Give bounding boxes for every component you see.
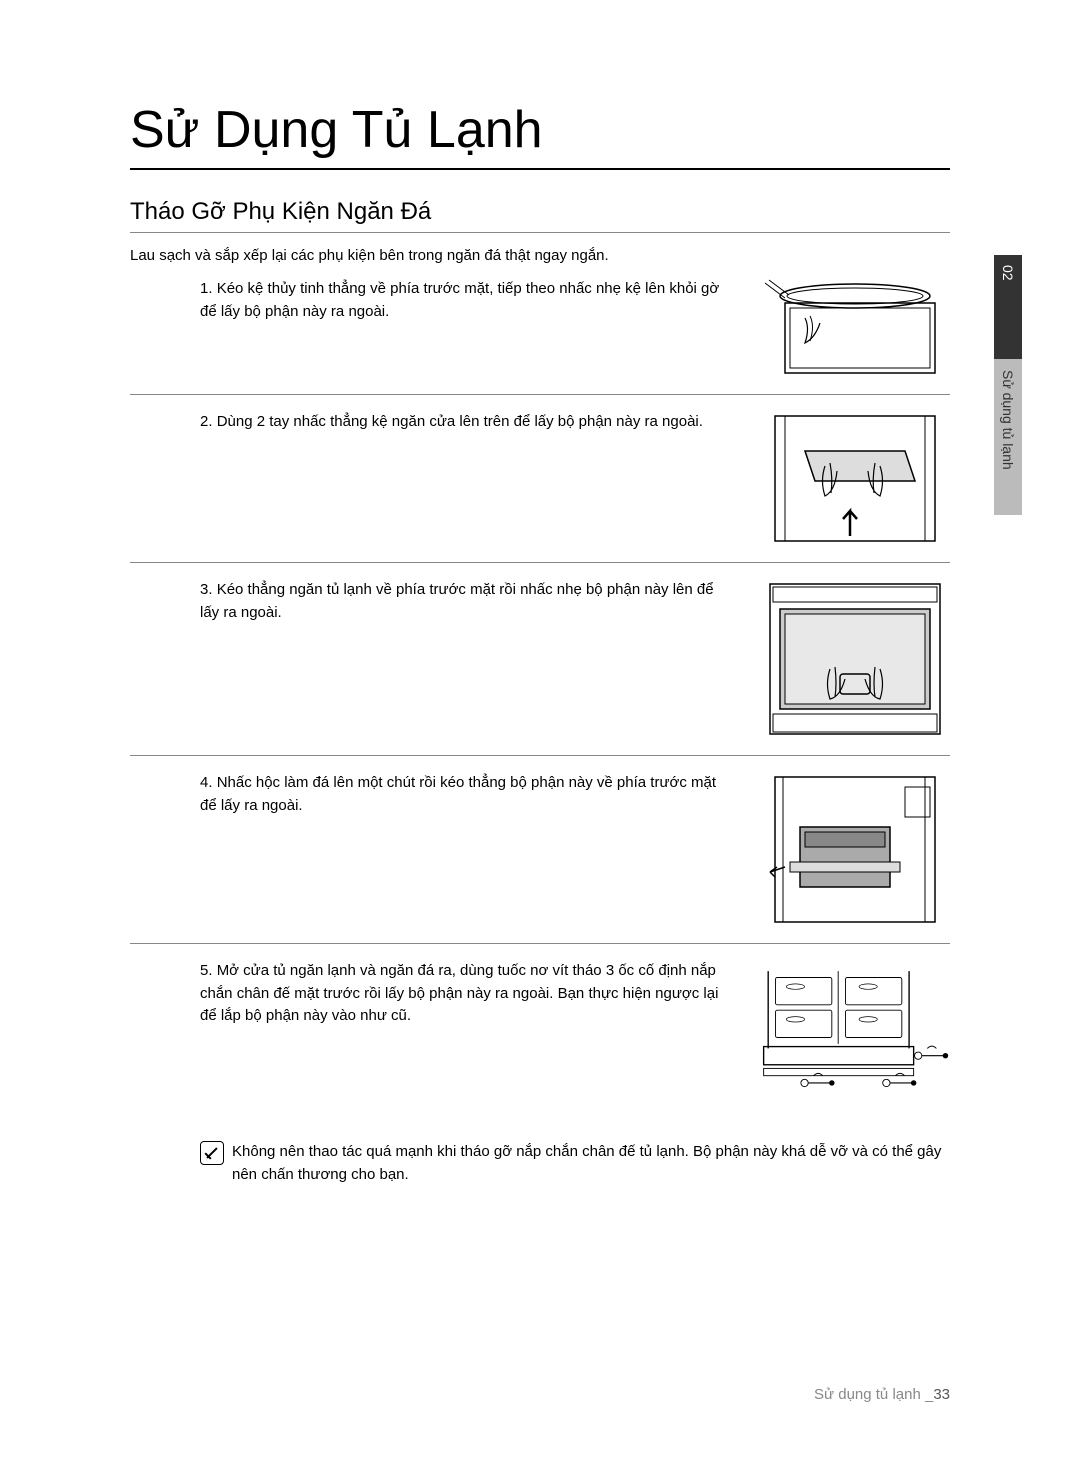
step-3-text: 3. Kéo thẳng ngăn tủ lạnh về phía trước … xyxy=(130,579,750,624)
step-4-body: Mở cửa tủ ngăn lạnh và ngăn đá ra, dùng … xyxy=(200,962,718,1024)
step-5-num: 5. xyxy=(200,962,213,979)
step-4-illustration xyxy=(750,772,950,927)
step-1-text: 1. Kéo kệ thủy tinh thẳng về phía trước … xyxy=(130,278,750,323)
step-2-text: 2. Dùng 2 tay nhấc thẳng kệ ngăn cửa lên… xyxy=(130,411,750,434)
step-1: 1. Kéo kệ thủy tinh thẳng về phía trước … xyxy=(130,278,950,395)
step-4-text: 4. Nhấc hộc làm đá lên một chút rồi kéo … xyxy=(130,772,750,817)
step-1-body: Kéo kệ thủy tinh thẳng về phía trước mặt… xyxy=(200,280,719,320)
note: Không nên thao tác quá mạnh khi tháo gỡ … xyxy=(130,1141,950,1186)
step-3-illustration xyxy=(750,579,950,739)
step-2-num: 2. xyxy=(200,413,213,430)
step-1-num: 1. xyxy=(200,280,213,297)
footer-page-number: 33 xyxy=(933,1386,950,1403)
page-title: Sử Dụng Tủ Lạnh xyxy=(130,100,950,170)
step-3-num: 3. xyxy=(200,581,213,598)
step-2-body: Dùng 2 tay nhấc thẳng kệ ngăn cửa lên tr… xyxy=(217,413,703,430)
step-4-num: 4. xyxy=(200,774,213,791)
step-5-illustration xyxy=(750,960,950,1105)
step-5-text: 5. Mở cửa tủ ngăn lạnh và ngăn đá ra, dù… xyxy=(130,960,750,1028)
page-footer: Sử dụng tủ lạnh _33 xyxy=(814,1386,950,1403)
section-heading: Tháo Gỡ Phụ Kiện Ngăn Đá xyxy=(130,198,950,233)
step-2-illustration xyxy=(750,411,950,546)
intro-text: Lau sạch và sắp xếp lại các phụ kiện bên… xyxy=(130,247,950,264)
step-2: 2. Dùng 2 tay nhấc thẳng kệ ngăn cửa lên… xyxy=(130,411,950,563)
step-1-illustration xyxy=(750,278,950,378)
step-4: 4. Nhấc hộc làm đá lên một chút rồi kéo … xyxy=(130,772,950,944)
footer-label: Sử dụng tủ lạnh _ xyxy=(814,1386,933,1403)
note-icon xyxy=(200,1141,224,1165)
step-3: 3. Kéo thẳng ngăn tủ lạnh về phía trước … xyxy=(130,579,950,756)
step-5: 5. Mở cửa tủ ngăn lạnh và ngăn đá ra, dù… xyxy=(130,960,950,1121)
step-3-body: Kéo thẳng ngăn tủ lạnh về phía trước mặt… xyxy=(200,581,714,621)
page-content: Sử Dụng Tủ Lạnh Tháo Gỡ Phụ Kiện Ngăn Đá… xyxy=(0,0,1080,1246)
step-4-body: Nhấc hộc làm đá lên một chút rồi kéo thẳ… xyxy=(200,774,716,814)
note-text: Không nên thao tác quá mạnh khi tháo gỡ … xyxy=(232,1141,950,1186)
